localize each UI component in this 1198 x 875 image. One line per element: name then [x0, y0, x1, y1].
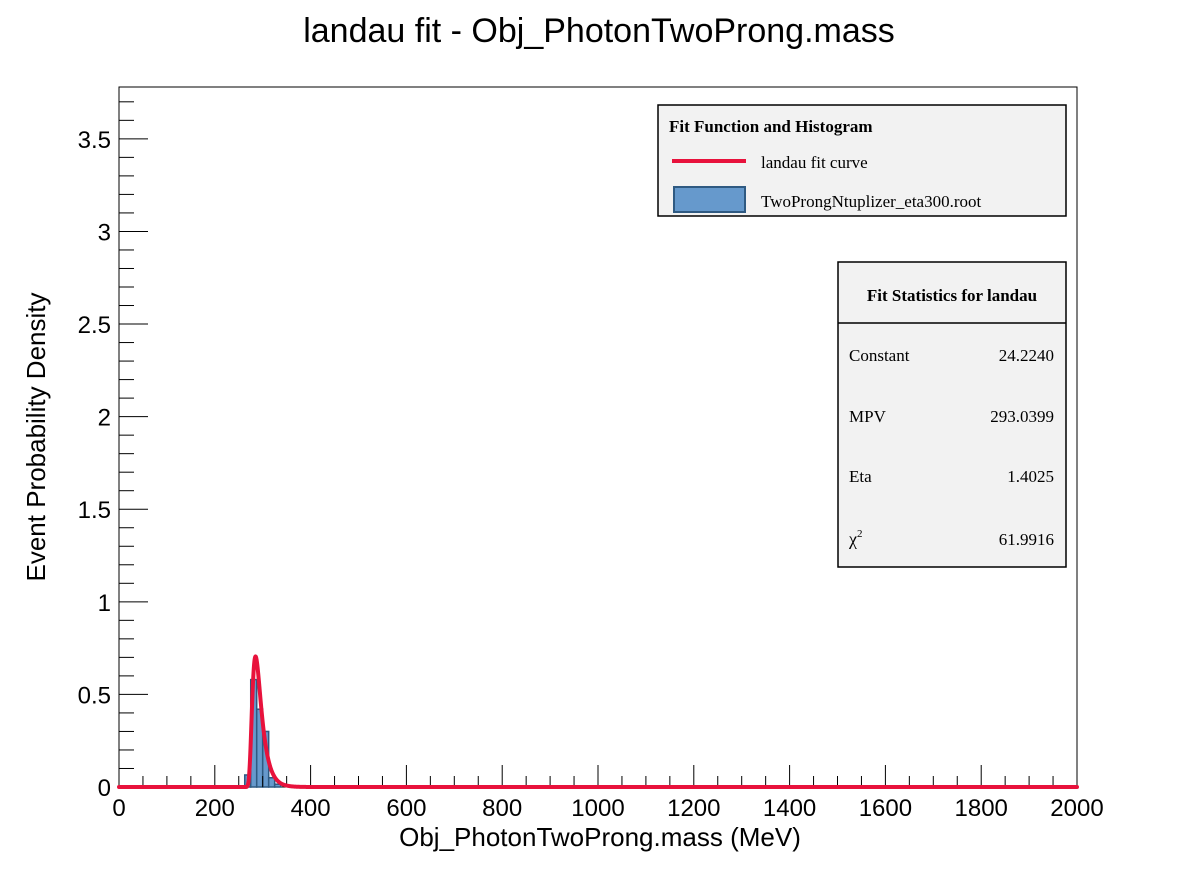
stats-title: Fit Statistics for landau	[867, 286, 1037, 305]
x-tick-label: 600	[386, 795, 426, 822]
axis-ticks: 0 200 400 600 800 1000 1200 1400 1600 1800 2000 0 0.…	[78, 101, 1104, 822]
x-axis-label: Obj_PhotonTwoProng.mass (MeV)	[399, 822, 801, 852]
legend-hist-swatch	[673, 186, 746, 213]
stats-value-constant: 24.2240	[999, 346, 1054, 365]
x-tick-label: 1200	[667, 795, 720, 822]
x-tick-label: 400	[291, 795, 331, 822]
x-tick-label: 1400	[763, 795, 816, 822]
y-tick-label: 2	[98, 405, 111, 432]
x-tick-label: 2000	[1050, 795, 1103, 822]
x-tick-label: 1600	[859, 795, 912, 822]
fit-curve	[117, 654, 1079, 789]
stats-value-mpv: 293.0399	[990, 407, 1054, 426]
chi-symbol: χ	[848, 529, 857, 549]
chart-title: landau fit - Obj_PhotonTwoProng.mass	[303, 12, 895, 50]
chi-superscript: 2	[857, 528, 863, 540]
legend-title: Fit Function and Histogram	[669, 117, 873, 136]
y-tick-label: 2.5	[78, 312, 111, 339]
stats-value-chi2: 61.9916	[999, 530, 1054, 549]
y-tick-label: 0	[98, 775, 111, 802]
y-tick-label: 3	[98, 219, 111, 246]
x-tick-label: 800	[482, 795, 522, 822]
y-tick-label: 0.5	[78, 682, 111, 709]
fit-stats-box: Fit Statistics for landau Constant 24.22…	[837, 261, 1067, 568]
stats-box	[837, 261, 1067, 568]
stats-label-chi2: χ2	[848, 528, 863, 549]
y-tick-label: 3.5	[78, 127, 111, 154]
y-tick-label: 1	[98, 590, 111, 617]
stats-label-constant: Constant	[849, 346, 910, 365]
legend: Fit Function and Histogram landau fit cu…	[657, 104, 1067, 217]
stats-value-eta: 1.4025	[1007, 467, 1054, 486]
x-tick-label: 1800	[955, 795, 1008, 822]
x-tick-label: 0	[112, 795, 125, 822]
x-tick-label: 200	[195, 795, 235, 822]
y-tick-label: 1.5	[78, 497, 111, 524]
x-tick-label: 1000	[571, 795, 624, 822]
stats-label-mpv: MPV	[849, 407, 887, 426]
histogram-bar-4	[267, 776, 276, 788]
stats-label-eta: Eta	[849, 467, 872, 486]
legend-entry-fit: landau fit curve	[761, 153, 868, 172]
y-axis-label: Event Probability Density	[21, 292, 51, 581]
histogram-bar-5	[273, 783, 282, 788]
legend-entry-hist: TwoProngNtuplizer_eta300.root	[761, 192, 982, 211]
